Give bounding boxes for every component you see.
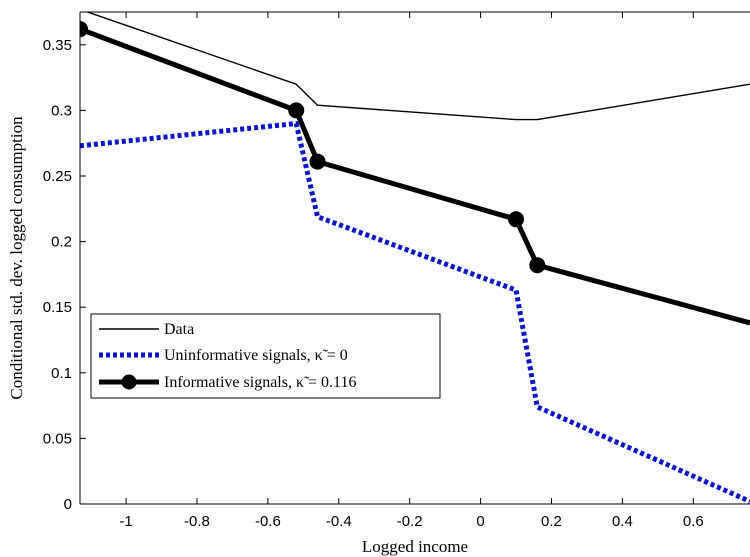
x-axis-title: Logged income (362, 537, 468, 556)
series-line-uninformative (80, 121, 750, 504)
series-layer (80, 12, 750, 504)
x-tick-label: -0.8 (184, 513, 210, 530)
y-tick-label: 0.05 (43, 430, 72, 447)
x-tick-label: -0.4 (326, 513, 352, 530)
y-tick-label: 0.35 (43, 37, 72, 54)
legend-label-uninformative: Uninformative signals, κ̃ = 0 (164, 347, 348, 364)
legend-marker-informative (121, 374, 137, 390)
x-tick-label: 0.6 (683, 513, 704, 530)
legend-label-data: Data (164, 321, 194, 338)
x-tick-label: 0 (476, 513, 484, 530)
axes-layer (79, 11, 750, 505)
x-tick-label: -0.6 (255, 513, 281, 530)
legend-label-informative: Informative signals, κ̃ = 0.116 (164, 374, 356, 391)
y-tick-label: 0 (64, 496, 72, 513)
data-point-marker (309, 153, 326, 170)
y-tick-label: 0.25 (43, 168, 72, 185)
series-line-informative (80, 26, 750, 326)
data-point-marker (288, 102, 305, 119)
y-tick-label: 0.1 (51, 365, 72, 382)
y-tick-label: 0.15 (43, 299, 72, 316)
data-point-marker (508, 211, 525, 228)
y-axis-title: Conditional std. dev. logged consumption (7, 116, 26, 400)
ticks-layer: -1 -0.8 -0.6 -0.4 -0.2 0 0.2 0.4 0.6 0 0.05 0.1 0.15… (43, 12, 704, 530)
x-tick-label: 0.2 (541, 513, 562, 530)
series-line-data (85, 12, 750, 121)
y-tick-label: 0.2 (51, 234, 72, 251)
y-tick-label: 0.3 (51, 102, 72, 119)
data-point-marker (529, 257, 546, 274)
x-tick-label: -0.2 (397, 513, 423, 530)
x-tick-label: 0.4 (612, 513, 633, 530)
legend: Data Uninformative signals, κ̃ = 0 Infor… (90, 313, 441, 399)
x-tick-label: -1 (119, 513, 132, 530)
data-point-marker (80, 21, 88, 38)
